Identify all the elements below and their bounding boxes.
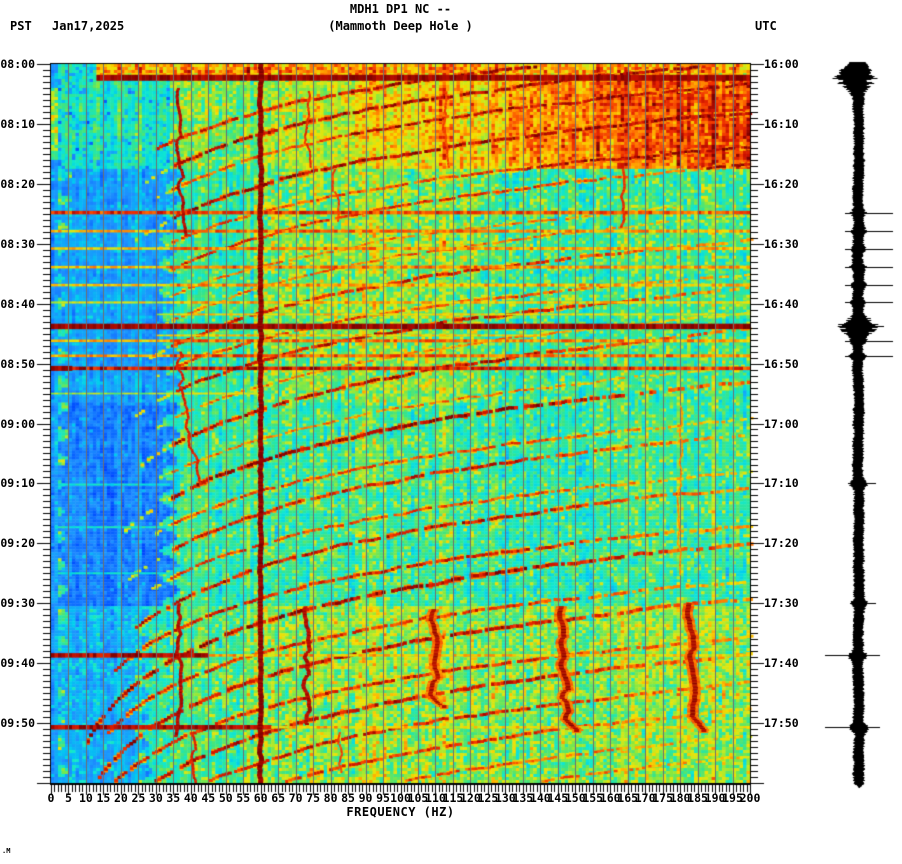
left-time-label: 08:40 <box>0 296 35 311</box>
left-time-label: 08:30 <box>0 236 35 251</box>
freq-tick-label: 70 <box>288 791 303 805</box>
freq-tick-label: 165 <box>617 791 639 805</box>
freq-tick-label: 35 <box>166 791 181 805</box>
right-time-label: 17:20 <box>764 536 799 551</box>
freq-tick-label: 50 <box>218 791 233 805</box>
freq-tick-label: 90 <box>358 791 373 805</box>
freq-tick-label: 115 <box>442 791 464 805</box>
freq-tick-label: 170 <box>634 791 656 805</box>
freq-tick-label: 145 <box>547 791 569 805</box>
freq-tick-label: 55 <box>236 791 251 805</box>
right-time-label: 17:40 <box>764 656 799 671</box>
left-time-label: 08:10 <box>0 116 35 131</box>
freq-tick-label: 30 <box>148 791 163 805</box>
freq-tick-label: 15 <box>96 791 111 805</box>
freq-tick-label: 95 <box>376 791 390 805</box>
freq-tick-label: 25 <box>131 791 146 805</box>
freq-tick-label: 200 <box>739 791 761 805</box>
right-time-label: 16:10 <box>764 116 799 131</box>
freq-tick-label: 5 <box>65 791 72 805</box>
freq-tick-label: 160 <box>599 791 621 805</box>
frequency-axis-title: FREQUENCY (HZ) <box>346 805 455 819</box>
freq-tick-label: 150 <box>564 791 586 805</box>
freq-tick-label: 195 <box>722 791 743 805</box>
freq-tick-label: 100 <box>390 791 411 805</box>
freq-tick-label: 85 <box>341 791 355 805</box>
right-time-label: 16:40 <box>764 296 799 311</box>
freq-tick-label: 180 <box>669 791 691 805</box>
freq-tick-label: 135 <box>512 791 534 805</box>
freq-tick-label: 155 <box>582 791 604 805</box>
freq-tick-label: 75 <box>306 791 321 805</box>
freq-tick-label: 125 <box>477 791 499 805</box>
left-time-label: 08:50 <box>0 356 35 371</box>
freq-tick-label: 130 <box>494 791 516 805</box>
left-time-label: 08:20 <box>0 176 35 191</box>
station-subtitle: (Mammoth Deep Hole ) <box>328 19 473 33</box>
left-time-label: 09:30 <box>0 596 35 611</box>
freq-tick-label: 65 <box>271 791 286 805</box>
left-time-label: 09:50 <box>0 716 35 731</box>
right-time-label: 17:00 <box>764 416 799 431</box>
left-timezone-label: PST <box>10 19 32 33</box>
freq-tick-label: 10 <box>79 791 93 805</box>
freq-tick-label: 20 <box>113 791 128 805</box>
freq-tick-label: 105 <box>407 791 429 805</box>
left-time-label: 09:00 <box>0 416 35 431</box>
freq-tick-label: 110 <box>425 791 446 805</box>
freq-tick-label: 40 <box>183 791 198 805</box>
freq-tick-label: 140 <box>529 791 551 805</box>
freq-tick-label: 60 <box>253 791 268 805</box>
freq-tick-label: 45 <box>201 791 216 805</box>
right-time-label: 16:20 <box>764 176 799 191</box>
right-timezone-label: UTC <box>755 19 777 33</box>
right-time-label: 17:10 <box>764 476 799 491</box>
freq-tick-label: 120 <box>460 791 481 805</box>
left-time-label: 09:10 <box>0 476 35 491</box>
right-time-label: 16:00 <box>764 57 799 71</box>
left-time-label: 09:20 <box>0 536 35 551</box>
left-time-label: 08:00 <box>0 57 35 71</box>
freq-tick-label: 185 <box>687 791 708 805</box>
right-time-label: 16:30 <box>764 236 799 251</box>
station-title: MDH1 DP1 NC -- <box>349 2 452 16</box>
left-time-label: 09:40 <box>0 656 35 671</box>
freq-tick-label: 80 <box>323 791 338 805</box>
freq-tick-label: 0 <box>47 791 55 805</box>
right-time-label: 16:50 <box>764 356 799 371</box>
freq-tick-label: 175 <box>652 791 674 805</box>
watermark-mark: .M <box>2 847 11 855</box>
right-time-label: 17:50 <box>764 716 799 731</box>
date-label: Jan17,2025 <box>52 19 125 33</box>
freq-tick-label: 190 <box>704 791 726 805</box>
right-time-label: 17:30 <box>764 596 799 611</box>
